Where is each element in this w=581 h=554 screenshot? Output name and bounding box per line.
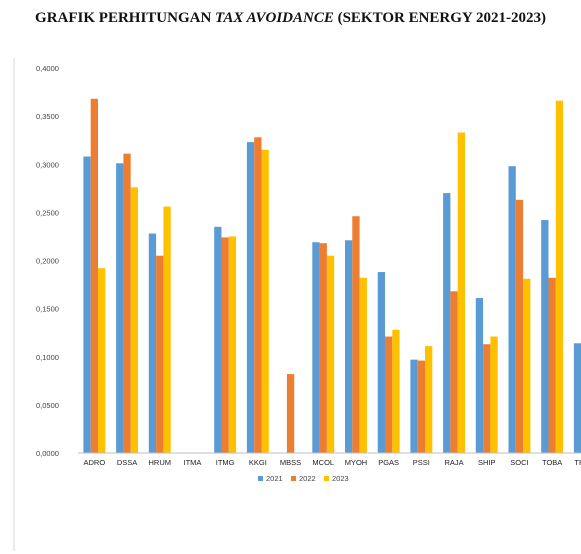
legend-label-2023: 2023 <box>332 474 349 483</box>
x-axis-labels: ADRO DSSA HRUM ITMA ITMG KKGI MBSS MCOL MYOH PGAS… <box>84 458 581 467</box>
legend-label-2021: 2021 <box>266 474 283 483</box>
bar-2021-ADRO <box>83 156 91 454</box>
bar-2023-SHIP <box>490 336 498 453</box>
y-tick-label: 0,0500 <box>36 401 59 410</box>
y-tick-label: 0,2000 <box>36 257 59 266</box>
bar-2022-HRUM <box>156 255 164 453</box>
x-tick-label: ADRO <box>84 458 106 467</box>
y-axis-labels: 0,0000 0,0500 0,1000 0,1500 0,2000 0,2500 0,30… <box>36 64 59 458</box>
bar-2022-SHIP <box>483 344 491 453</box>
bar-2021-HRUM <box>148 233 157 453</box>
bar-2021-ITMG <box>214 226 222 453</box>
bar-2021-TOBA <box>541 220 549 453</box>
bar-2021-RAJA <box>443 193 451 453</box>
bar-2021-DSSA <box>116 163 124 453</box>
bar-2023-SOCI <box>523 278 531 453</box>
y-tick-label: 0,0000 <box>36 449 59 458</box>
bar-2021-SHIP <box>475 298 484 453</box>
chart-title: GRAFIK PERHITUNGAN TAX AVOIDANCE (SEKTOR… <box>0 10 581 27</box>
x-tick-label: KKGI <box>249 458 267 467</box>
bar-2023-DSSA <box>130 187 138 453</box>
legend-label-2022: 2022 <box>299 474 316 483</box>
bar-2022-SOCI <box>515 199 524 453</box>
bar-2021-PSSI <box>410 359 418 453</box>
x-tick-label: SHIP <box>478 458 496 467</box>
bar-2021-MCOL <box>312 242 320 453</box>
legend-swatch-2022 <box>291 476 296 481</box>
x-tick-label: DSSA <box>117 458 137 467</box>
chart-title-part3: (SEKTOR ENERGY 2021-2023) <box>333 10 546 26</box>
legend: 2021 2022 2023 <box>258 474 349 483</box>
x-tick-label: PSSI <box>413 458 430 467</box>
bar-2022-TOBA <box>548 277 556 453</box>
bar-2023-HRUM <box>163 206 171 453</box>
bar-2022-PSSI <box>417 360 425 453</box>
chart-title-italic: TAX AVOIDANCE <box>215 10 334 26</box>
bar-2021-TPMA <box>573 343 581 453</box>
x-tick-label: RAJA <box>444 458 463 467</box>
x-tick-label: HRUM <box>149 458 172 467</box>
bar-2023-PSSI <box>425 346 433 453</box>
bar-2022-MCOL <box>319 243 327 453</box>
bars <box>83 98 581 454</box>
legend-swatch-2023 <box>324 476 329 481</box>
chart-title-part1: GRAFIK PERHITUNGAN <box>35 10 216 26</box>
bar-2022-KKGI <box>254 137 262 454</box>
legend-swatch-2021 <box>258 476 263 481</box>
x-tick-label: ITMG <box>216 458 235 467</box>
bar-2023-PGAS <box>392 329 400 453</box>
x-tick-label: TPMA <box>574 458 581 467</box>
bar-2022-ADRO <box>90 98 98 454</box>
y-tick-label: 0,1500 <box>36 305 59 314</box>
x-tick-label: MCOL <box>312 458 334 467</box>
bar-2022-DSSA <box>123 153 131 453</box>
bar-2021-MYOH <box>345 240 353 453</box>
y-tick-label: 0,1000 <box>36 353 59 362</box>
y-tick-label: 0,3500 <box>36 112 59 121</box>
bar-2022-MYOH <box>352 216 360 453</box>
y-tick-label: 0,4000 <box>36 64 59 73</box>
x-tick-label: MBSS <box>280 458 301 467</box>
bar-2023-TOBA <box>555 100 564 453</box>
x-tick-label: TOBA <box>542 458 562 467</box>
y-tick-label: 0,2500 <box>36 208 59 217</box>
bar-2023-ITMG <box>228 236 237 453</box>
bar-2022-RAJA <box>450 291 458 453</box>
y-tick-label: 0,3000 <box>36 160 59 169</box>
bar-2022-PGAS <box>385 336 393 453</box>
bar-2023-KKGI <box>261 149 269 453</box>
bar-2023-MYOH <box>359 277 367 453</box>
x-tick-label: PGAS <box>378 458 399 467</box>
bar-2023-RAJA <box>457 132 465 454</box>
x-tick-label: ITMA <box>183 458 201 467</box>
bar-2022-ITMG <box>221 237 229 453</box>
bar-2023-ADRO <box>98 268 106 453</box>
bar-2021-KKGI <box>246 142 255 454</box>
bar-2023-MCOL <box>326 255 335 453</box>
x-tick-label: SOCI <box>510 458 528 467</box>
bar-2021-SOCI <box>508 166 516 454</box>
bar-2021-PGAS <box>377 272 385 453</box>
x-tick-label: MYOH <box>345 458 368 467</box>
bar-2022-MBSS <box>286 374 295 453</box>
